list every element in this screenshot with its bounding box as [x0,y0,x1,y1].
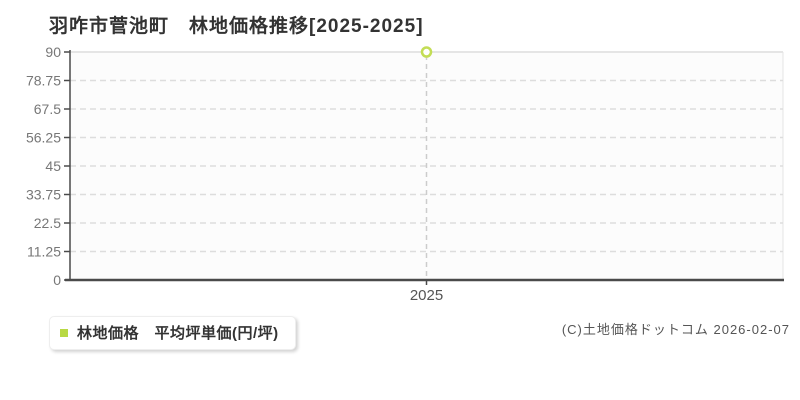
y-tick-label: 56.25 [26,130,61,146]
y-tick-label: 67.5 [34,101,61,117]
y-tick-label: 22.5 [34,215,61,231]
y-tick-label: 45 [45,158,61,174]
legend: 林地価格 平均坪単価(円/坪) [49,316,296,350]
y-tick-label: 0 [53,272,61,288]
y-tick-label: 11.25 [27,244,61,260]
legend-marker-icon [60,328,68,337]
chart-title: 羽咋市菅池町 林地価格推移[2025-2025] [49,16,424,37]
y-tick-label: 90 [45,44,61,60]
legend-label: 林地価格 平均坪単価(円/坪) [77,325,279,342]
y-tick-label: 33.75 [26,187,61,203]
y-tick-label: 78.75 [26,73,61,89]
x-tick-label: 2025 [410,287,443,304]
price-trend-chart: 0 11.25 22.5 33.75 45 56.25 67.5 78.75 90 2025 [26,44,784,304]
copyright-text: (C)土地価格ドットコム 2026-02-07 [561,322,790,337]
data-point[interactable] [420,46,433,58]
